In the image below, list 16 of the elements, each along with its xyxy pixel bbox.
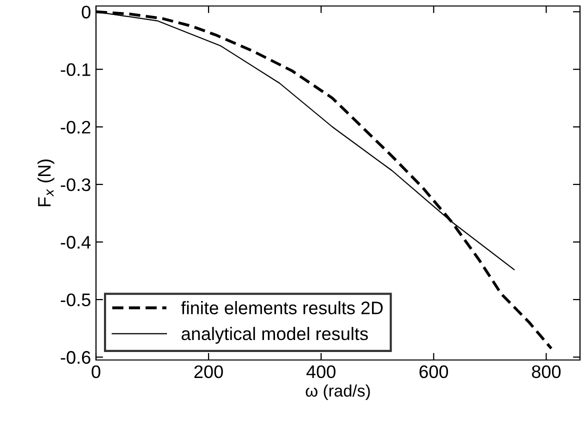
legend-label: analytical model results — [182, 326, 368, 344]
y-tick-label: -0.5 — [60, 293, 90, 306]
y-tick-label: -0.6 — [60, 351, 90, 364]
y-tick-label: -0.1 — [60, 63, 90, 76]
x-axis-title: ω (rad/s) — [306, 384, 370, 400]
y-tick-label: -0.4 — [60, 236, 91, 249]
y-tick-label: -0.3 — [60, 178, 90, 192]
x-tick-label: 800 — [532, 365, 561, 378]
x-tick-label: 200 — [194, 365, 223, 378]
y-tick-label: 0 — [82, 6, 90, 18]
y-tick-label: -0.2 — [60, 120, 90, 134]
x-tick-label: 400 — [306, 365, 336, 378]
y-axis-title: F$_{x}$ (N) — [38, 160, 54, 206]
x-tick-label: 600 — [420, 365, 448, 378]
x-tick-label: 0 — [92, 365, 100, 378]
legend-label: finite elements results 2D — [181, 301, 383, 314]
